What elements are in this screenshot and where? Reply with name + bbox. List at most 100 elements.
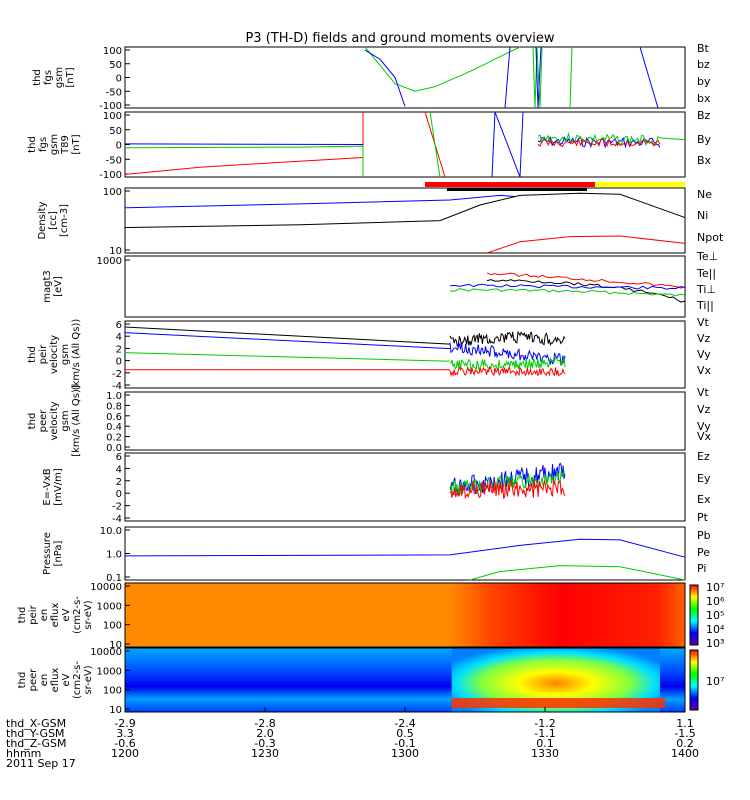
colorbar-label: 10⁶	[706, 595, 725, 608]
legend-bx: bx	[697, 92, 711, 105]
y-tick-label: 0.2	[106, 433, 122, 444]
series-By-end	[659, 137, 686, 141]
legend-Te||: Te||	[696, 267, 716, 280]
y-axis-label: fgs	[43, 70, 54, 85]
y-axis-label: [km/s (All Qs)]	[71, 385, 82, 457]
ephemeris-value: 1400	[671, 747, 699, 760]
y-tick-label: -2	[112, 502, 122, 513]
colorbar-label: 10⁷	[706, 675, 724, 688]
colorbar-label: 10³	[706, 637, 724, 650]
y-tick-label: 10000	[90, 582, 122, 593]
y-tick-label: 1.0	[106, 391, 122, 402]
ephemeris-value: 0.2	[676, 737, 694, 750]
y-tick-label: -4	[112, 381, 122, 392]
legend-Pt: Pt	[697, 511, 709, 524]
y-axis-label: gsm	[49, 134, 60, 155]
series-Ez	[449, 478, 566, 500]
y-tick-label: 1000	[97, 666, 122, 677]
ephemeris-value: -0.1	[394, 737, 415, 750]
ephemeris-value: 2.0	[256, 727, 274, 740]
y-axis-label: [nT]	[65, 67, 76, 87]
y-axis-label: gsm	[54, 67, 65, 88]
y-axis-label: velocity	[49, 401, 60, 440]
y-tick-label: 0	[116, 357, 122, 368]
legend-Ne: Ne	[697, 188, 712, 201]
y-tick-label: 50	[109, 60, 122, 71]
y-axis-label: E=-VxB	[42, 468, 53, 505]
y-axis-label: sr-eV)	[83, 665, 94, 694]
legend-Bz: Bz	[697, 109, 711, 122]
series-Bz	[124, 112, 364, 175]
y-tick-label: 10000	[90, 647, 122, 658]
series-Bx	[124, 143, 364, 145]
y-axis-label: thd	[27, 346, 38, 363]
y-tick-label: 100	[103, 621, 122, 632]
series-Vz-burst	[449, 365, 566, 378]
y-tick-label: 1000	[97, 256, 122, 267]
legend-Ni: Ni	[697, 209, 708, 222]
legend-Pi: Pi	[697, 562, 706, 575]
y-tick-label: 2	[116, 477, 122, 488]
y-axis-label: velocity	[49, 335, 60, 374]
legend-Vt: Vt	[697, 386, 710, 399]
series-Ti-perp	[449, 283, 686, 290]
series-Vt-burst	[449, 331, 566, 348]
ephemeris-value: -1.1	[534, 727, 555, 740]
ion-spectrogram	[125, 583, 685, 647]
ephemeris-label: thd_Y-GSM	[6, 727, 65, 740]
figure-title: P3 (TH-D) fields and ground moments over…	[245, 31, 554, 46]
series-Vx	[124, 332, 451, 350]
y-tick-label: 0.4	[106, 422, 122, 433]
legend-Pb: Pb	[697, 529, 711, 542]
series-Bx-spikes	[491, 111, 524, 178]
series-Ni	[124, 192, 686, 228]
y-axis-label: (cm2-s-	[72, 661, 83, 699]
series-bx-spike2	[535, 46, 542, 109]
y-axis-label: thd	[27, 413, 38, 430]
y-axis-label: eV	[61, 608, 72, 621]
ephemeris-value: 1.1	[676, 717, 694, 730]
y-axis-label: en	[39, 609, 50, 622]
y-axis-label: [mV/m]	[53, 468, 64, 506]
legend-Ey: Ey	[697, 472, 711, 485]
y-tick-label: 6	[116, 320, 122, 331]
series-Te-perp	[486, 272, 686, 289]
panel-frame-density	[124, 187, 686, 254]
legend-Pe: Pe	[697, 546, 710, 559]
y-tick-label: 100	[103, 686, 122, 697]
colorbar-label: 10⁷	[706, 581, 724, 594]
y-tick-label: 0	[116, 489, 122, 500]
ephemeris-label: thd_X-GSM	[6, 717, 66, 730]
region-bar-black	[447, 188, 587, 191]
panel-frame-ispec	[124, 582, 686, 648]
y-axis-label: gsm	[60, 344, 71, 365]
series-bx	[364, 49, 406, 107]
y-tick-label: 50	[109, 126, 122, 137]
y-tick-label: 10.0	[100, 526, 122, 537]
y-axis-label: thd	[27, 136, 38, 153]
colorbar-label: 10⁵	[706, 609, 724, 622]
y-tick-label: 0.1	[106, 573, 122, 584]
ephemeris-value: -1.2	[534, 717, 555, 730]
legend-Bx: Bx	[697, 154, 712, 167]
y-tick-label: 100	[103, 46, 122, 57]
ephemeris-value: 1300	[391, 747, 419, 760]
panel-frame-efield	[124, 452, 686, 522]
colorbar	[689, 584, 699, 646]
ephemeris-value: -1.5	[674, 727, 695, 740]
y-tick-label: -100	[99, 101, 122, 112]
y-tick-label: -100	[99, 170, 122, 181]
colorbar	[689, 649, 699, 711]
legend-Vx: Vx	[697, 430, 712, 443]
legend-Ez: Ez	[697, 450, 710, 463]
legend-Vy: Vy	[697, 348, 711, 361]
series-Vx-burst	[449, 342, 566, 366]
ephemeris-value: 0.1	[536, 737, 554, 750]
y-axis-label: peir	[28, 604, 39, 624]
legend-Vz: Vz	[697, 332, 711, 345]
ephemeris-value: -2.4	[394, 717, 415, 730]
legend-Npot: Npot	[697, 231, 724, 244]
y-tick-label: 0.8	[106, 401, 122, 412]
y-axis-label: en	[39, 674, 50, 687]
y-tick-label: 100	[103, 111, 122, 122]
